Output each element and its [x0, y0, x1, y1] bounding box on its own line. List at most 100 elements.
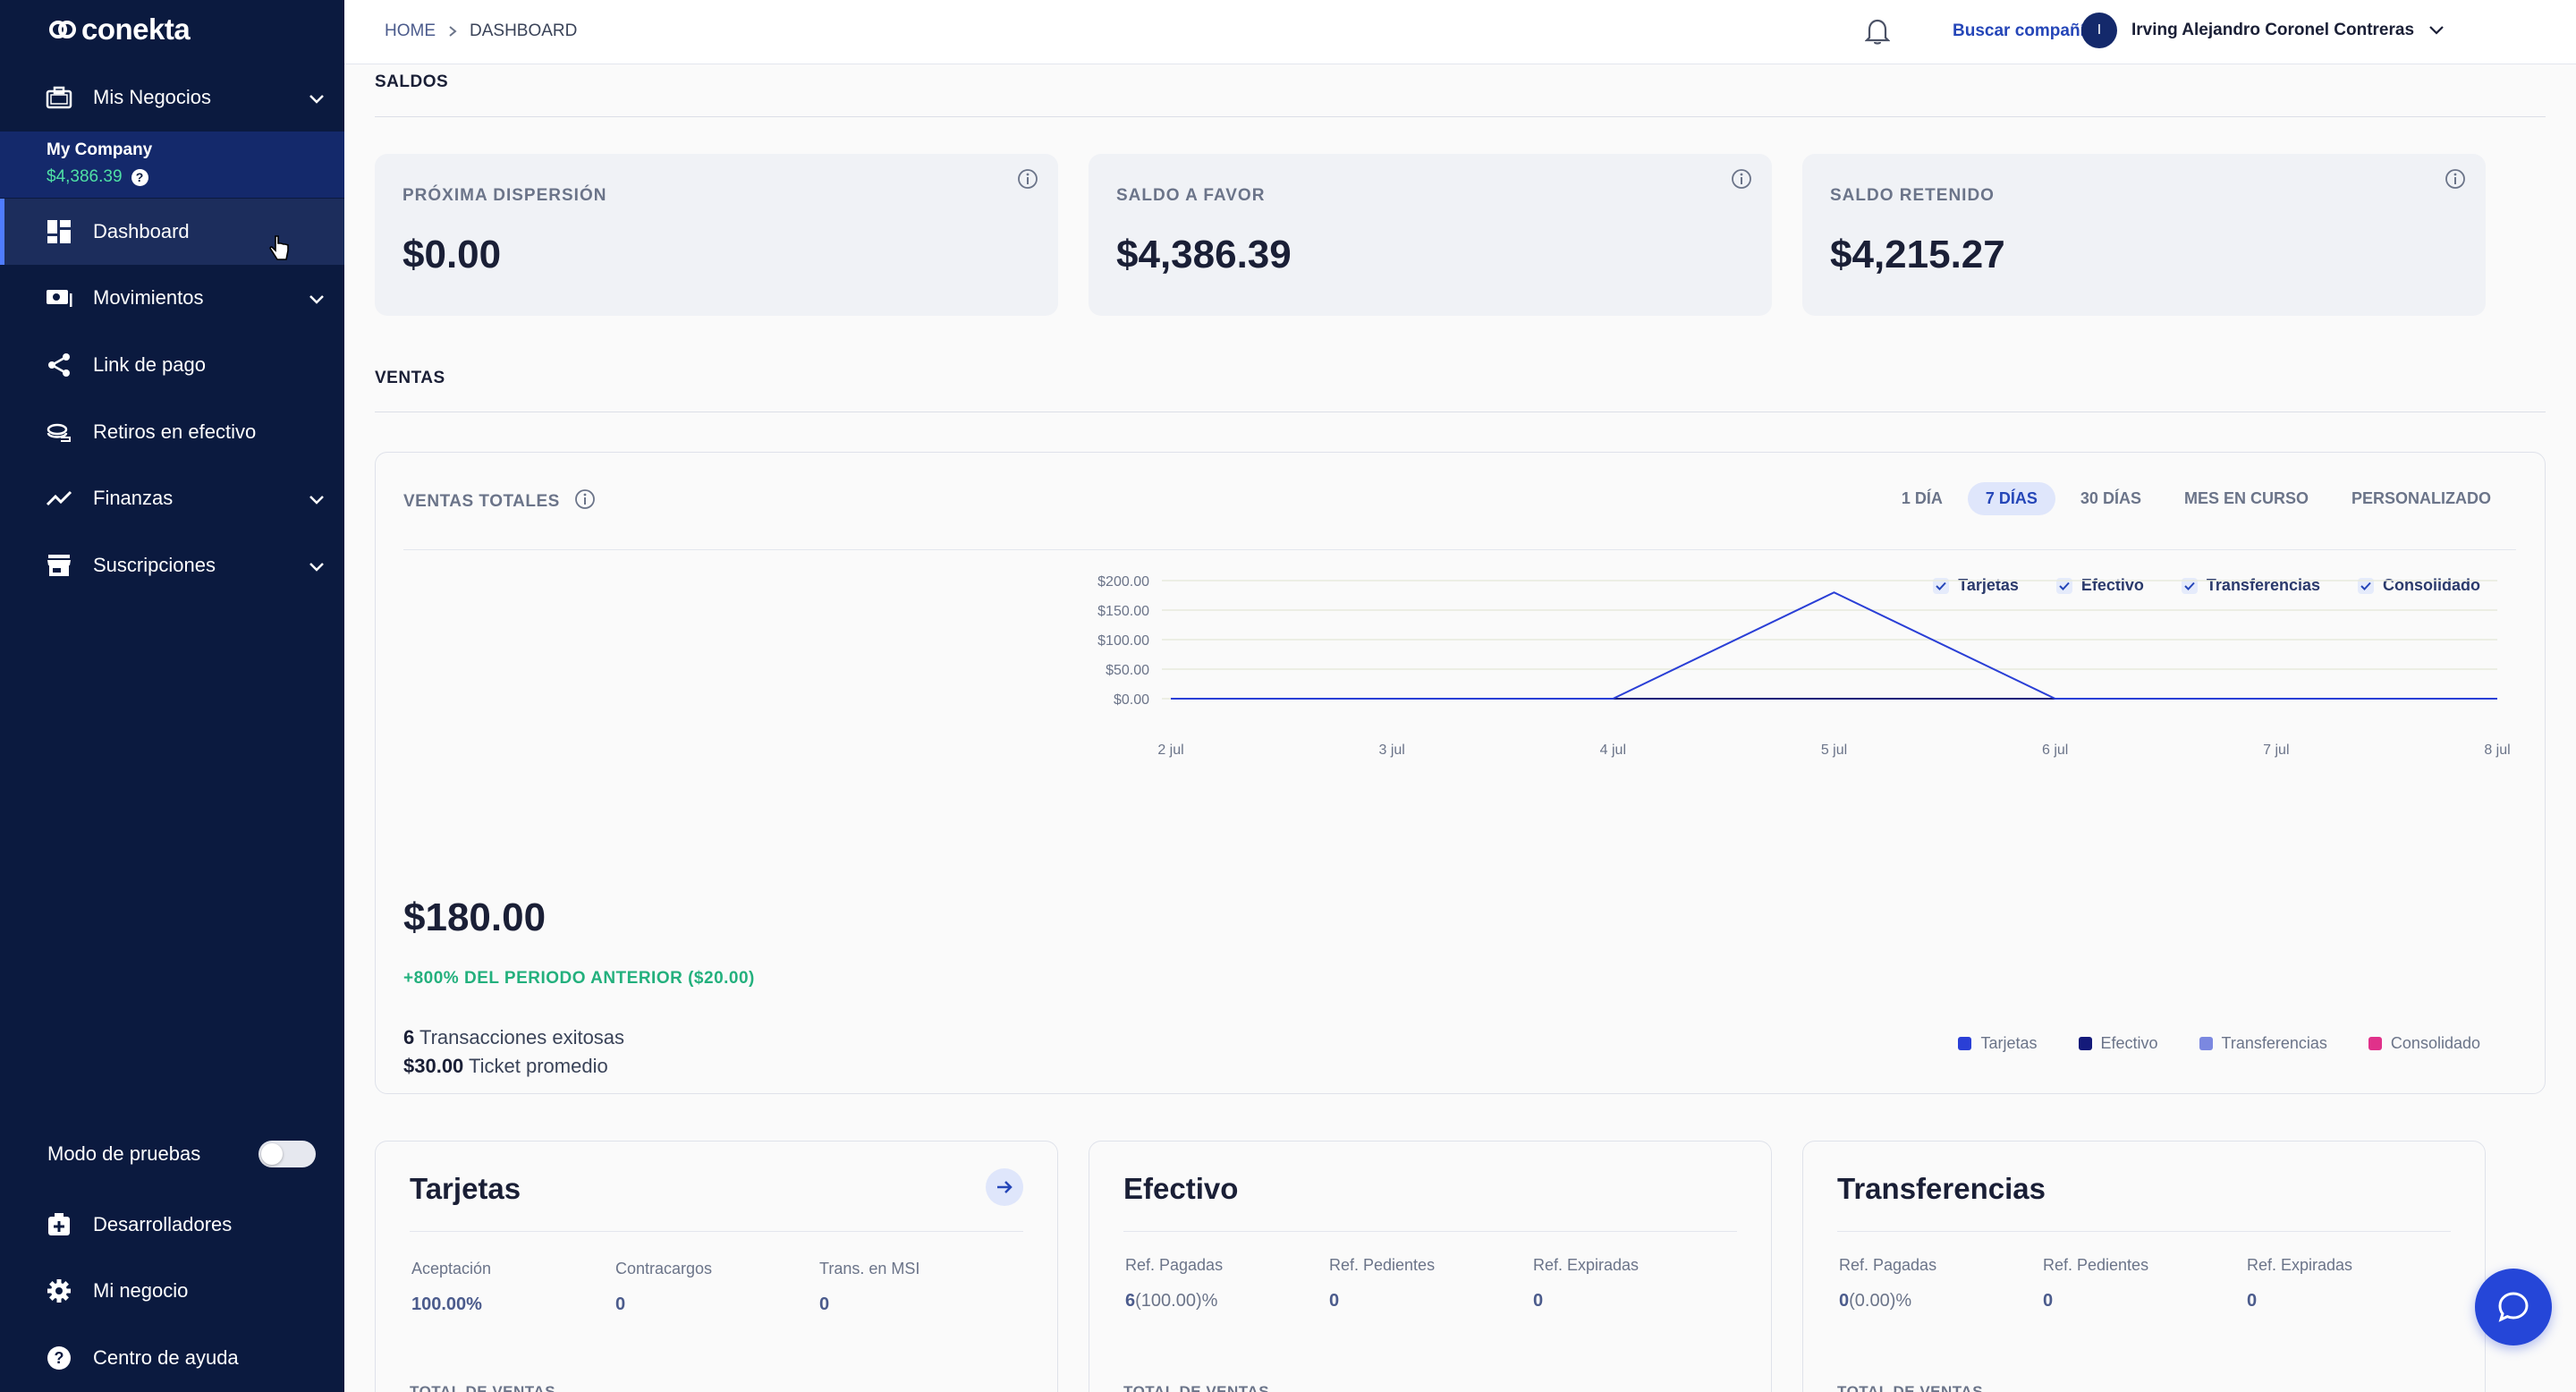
x-tick-label: 7 jul — [2263, 743, 2289, 758]
metric-number: 6 — [1125, 1291, 1136, 1311]
logo-text: conekta — [81, 13, 191, 46]
metric-label: Contracargos — [615, 1260, 713, 1277]
hand-cursor-icon — [269, 235, 289, 260]
company-balance-value: $4,386.39 — [47, 167, 123, 186]
avatar: I — [2081, 13, 2117, 48]
metric-label: Ref. Expiradas — [1533, 1256, 1640, 1274]
ticket-value: $30.00 — [403, 1055, 464, 1077]
test-mode-row: Modo de pruebas — [47, 1141, 316, 1167]
sidebar-item-retiros[interactable]: Retiros en efectivo — [0, 399, 344, 465]
metric-percent: (0.00)% — [1849, 1291, 1912, 1311]
metric: Trans. en MSI 0 — [819, 1260, 1023, 1315]
x-tick-label: 8 jul — [2484, 743, 2510, 758]
sidebar-item-mi-negocio[interactable]: Mi negocio — [0, 1258, 344, 1324]
legend-label: Transferencias — [2221, 1034, 2327, 1052]
metric-value: 0 — [1329, 1291, 1533, 1311]
breadcrumb-current: DASHBOARD — [470, 21, 578, 40]
info-icon[interactable] — [574, 488, 596, 515]
my-business-menu[interactable]: Mis Negocios — [0, 64, 344, 131]
main-content: SALDOS PRÓXIMA DISPERSIÓN $0.00 SALDO A … — [344, 64, 2576, 1392]
chat-button[interactable] — [2475, 1269, 2552, 1345]
metric-value: 0 — [1533, 1291, 1737, 1311]
test-mode-toggle[interactable] — [258, 1141, 316, 1167]
arrow-right-icon[interactable] — [986, 1168, 1023, 1206]
sidebar-item-label: Centro de ayuda — [93, 1346, 239, 1369]
sidebar-item-desarrolladores[interactable]: Desarrolladores — [0, 1192, 344, 1258]
legend-label: Efectivo — [2100, 1034, 2158, 1052]
metric-number: 100.00% — [411, 1294, 482, 1314]
divider — [403, 549, 2516, 550]
card-title: Tarjetas — [410, 1172, 521, 1205]
breadcrumb-home[interactable]: HOME — [385, 21, 436, 40]
metric: Ref. Expiradas 0 — [2247, 1256, 2451, 1311]
balance-label: PRÓXIMA DISPERSIÓN — [402, 186, 607, 205]
developers-icon — [45, 1210, 73, 1239]
metric: Ref. Pagadas 6(100.00)% — [1125, 1256, 1329, 1311]
sidebar-item-centro-de-ayuda[interactable]: ? Centro de ayuda — [0, 1325, 344, 1391]
metric-value: 0 — [2247, 1291, 2451, 1311]
tab-mes-en-curso[interactable]: MES EN CURSO — [2183, 489, 2309, 507]
y-tick-label: $100.00 — [1097, 633, 1149, 649]
sidebar-item-link-de-pago[interactable]: Link de pago — [0, 332, 344, 398]
card-title: Transferencias — [1837, 1172, 2046, 1205]
balance-card-next-dispersion: PRÓXIMA DISPERSIÓN $0.00 — [375, 154, 1058, 316]
card-title: Efectivo — [1123, 1172, 1239, 1205]
metric-label: Ref. Pedientes — [2043, 1256, 2149, 1274]
balance-label: SALDO RETENIDO — [1830, 186, 1995, 205]
period-tabs: 1 DÍA 7 DÍAS 30 DÍAS MES EN CURSO PERSON… — [1884, 482, 2509, 515]
x-tick-label: 2 jul — [1157, 743, 1183, 758]
metric-number: 0 — [2247, 1291, 2258, 1311]
sidebar-item-movimientos[interactable]: Movimientos — [0, 265, 344, 331]
sidebar-item-label: Link de pago — [93, 353, 206, 376]
sidebar-item-label: Suscripciones — [93, 554, 216, 576]
tab-7-dias[interactable]: 7 DÍAS — [1967, 482, 2055, 515]
legend-item-efectivo[interactable]: Efectivo — [2078, 1034, 2158, 1053]
conekta-logo-icon — [49, 21, 76, 38]
conekta-logo[interactable]: conekta — [49, 13, 191, 47]
user-menu[interactable]: I Irving Alejandro Coronel Contreras — [2081, 13, 2445, 48]
tab-personalizado[interactable]: PERSONALIZADO — [2351, 489, 2491, 507]
tab-30-dias[interactable]: 30 DÍAS — [2080, 489, 2141, 507]
share-icon — [45, 351, 73, 379]
sidebar-item-label: Dashboard — [93, 220, 190, 242]
sales-line-chart: $0.00 $50.00 $100.00 $150.00 $200.00 2 jul 3 j… — [1097, 574, 2511, 758]
x-tick-label: 6 jul — [2042, 743, 2068, 758]
checkbox-checked-icon — [2181, 577, 2198, 594]
saldos-title: SALDOS — [375, 72, 449, 91]
y-tick-label: $200.00 — [1097, 574, 1149, 590]
sales-card-title: VENTAS TOTALES — [403, 492, 560, 511]
divider — [375, 116, 2546, 117]
metric-value: 100.00% — [411, 1294, 615, 1315]
x-tick-label: 3 jul — [1378, 743, 1404, 758]
transactions-stat: 6 Transacciones exitosas — [403, 1026, 624, 1049]
metric: Ref. Pedientes 0 — [2043, 1256, 2247, 1311]
y-tick-label: $50.00 — [1106, 663, 1149, 678]
y-tick-label: $0.00 — [1114, 692, 1149, 708]
company-selector[interactable]: My Company $4,386.39 ? — [0, 132, 344, 198]
info-icon[interactable] — [1731, 168, 1752, 194]
legend-item-transferencias[interactable]: Transferencias — [2199, 1034, 2327, 1053]
info-icon[interactable] — [2445, 168, 2466, 194]
sidebar-item-finanzas[interactable]: Finanzas — [0, 465, 344, 531]
breadcrumb: HOME DASHBOARD — [385, 21, 577, 41]
sidebar-item-dashboard[interactable]: Dashboard — [0, 199, 344, 265]
search-company-link[interactable]: Buscar compañía — [1953, 21, 2095, 40]
help-icon[interactable]: ? — [131, 168, 148, 186]
metric: Aceptación 100.00% — [411, 1260, 615, 1315]
sidebar-item-suscripciones[interactable]: Suscripciones — [0, 532, 344, 598]
card-tarjetas: Tarjetas Aceptación 100.00% Contracargos 0… — [375, 1141, 1058, 1392]
bell-icon[interactable] — [1864, 18, 1891, 49]
info-icon[interactable] — [1017, 168, 1038, 194]
metrics-row: Ref. Pagadas 6(100.00)% Ref. Pedientes 0 R… — [1125, 1256, 1737, 1311]
metric-percent: (100.00)% — [1135, 1291, 1218, 1311]
legend-item-tarjetas[interactable]: Tarjetas — [1958, 1034, 2038, 1053]
balance-value: $0.00 — [402, 233, 502, 276]
svg-text:?: ? — [55, 1349, 64, 1367]
metric-value: 6(100.00)% — [1125, 1291, 1329, 1311]
chevron-down-icon — [309, 287, 325, 310]
briefcase-icon — [45, 83, 73, 112]
legend-item-consolidado[interactable]: Consolidado — [2368, 1034, 2480, 1053]
my-business-label: Mis Negocios — [93, 86, 212, 108]
checkbox-checked-icon — [1933, 577, 1950, 594]
tab-1-dia[interactable]: 1 DÍA — [1901, 489, 1943, 507]
